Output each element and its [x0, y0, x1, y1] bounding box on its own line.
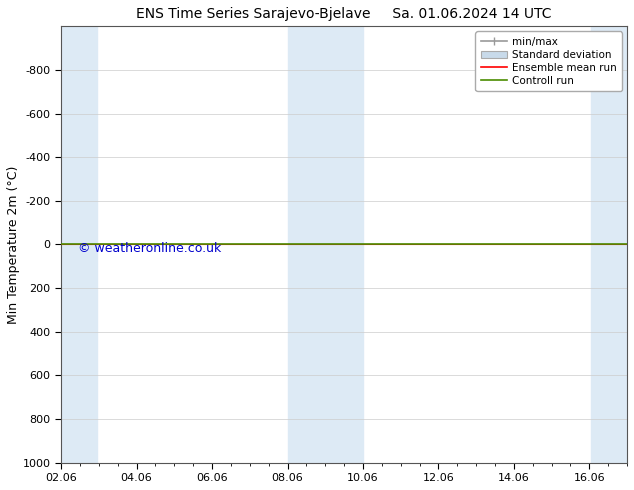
Title: ENS Time Series Sarajevo-Bjelave     Sa. 01.06.2024 14 UTC: ENS Time Series Sarajevo-Bjelave Sa. 01.…	[136, 7, 552, 21]
Bar	[592, 26, 627, 463]
Bar	[287, 26, 363, 463]
Y-axis label: Min Temperature 2m (°C): Min Temperature 2m (°C)	[7, 165, 20, 324]
Bar	[61, 26, 97, 463]
Legend: min/max, Standard deviation, Ensemble mean run, Controll run: min/max, Standard deviation, Ensemble me…	[476, 31, 622, 91]
Text: © weatheronline.co.uk: © weatheronline.co.uk	[78, 243, 221, 255]
